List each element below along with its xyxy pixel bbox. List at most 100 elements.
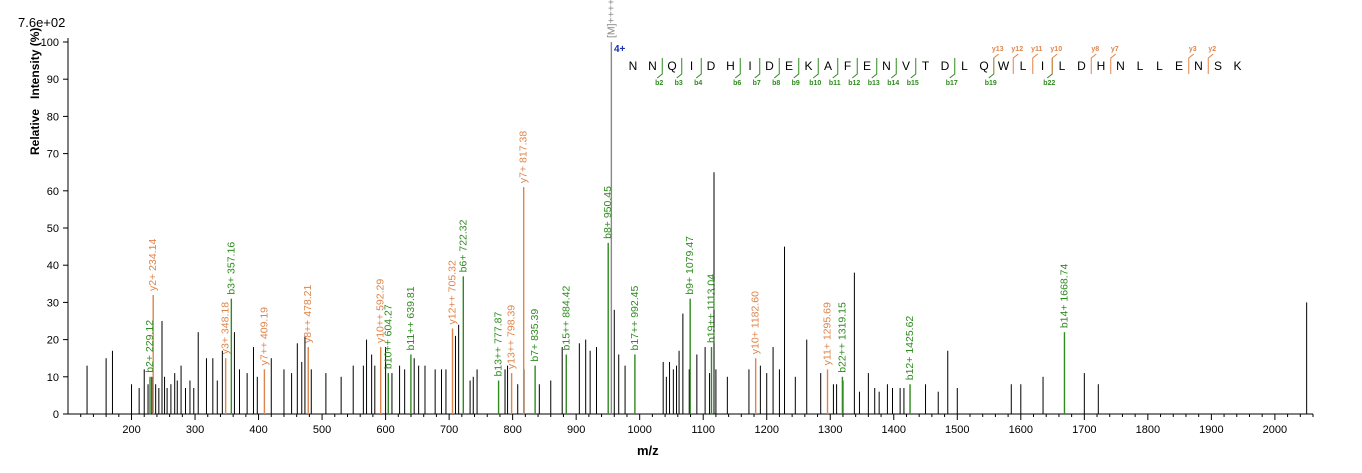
y-tick-label: 20 <box>47 335 59 347</box>
peak-label: y10+ 1182.60 <box>750 291 762 354</box>
sequence-residue: L <box>1137 59 1144 73</box>
b-ion-bracket <box>910 58 917 79</box>
b-ion-bracket <box>812 58 819 79</box>
x-tick-label: 1700 <box>1072 424 1096 436</box>
b-ion-mark-label: b14 <box>887 80 899 87</box>
sequence-residue: K <box>1233 59 1241 73</box>
b-ion-mark-label: b22 <box>1043 80 1055 87</box>
b-ion-mark-label: b11 <box>829 80 841 87</box>
peak-label: b15++ 884.42 <box>560 286 572 351</box>
sequence-residue: D <box>765 59 774 73</box>
sequence-residue: I <box>690 59 693 73</box>
peak-label: y12++ 705.32 <box>447 260 459 324</box>
y-tick-label: 0 <box>53 409 59 421</box>
b-ion-mark-label: b9 <box>792 80 800 87</box>
sequence-residue: N <box>1116 59 1125 73</box>
b-ion-mark-label: b7 <box>753 80 761 87</box>
peak-label: b6+ 722.32 <box>457 219 469 272</box>
axes-group: 0 10 20 30 40 50 60 70 80 90 100 200 300 400 500 600 700… <box>41 37 1314 436</box>
sequence-residue: Q <box>667 59 676 73</box>
b-ion-bracket <box>656 58 663 79</box>
b-ion-bracket <box>676 58 683 79</box>
y-tick-label: 100 <box>41 37 59 49</box>
sequence-residue: D <box>1077 59 1086 73</box>
b-ion-mark-label: b2 <box>655 80 663 87</box>
peak-label: y11+ 1295.69 <box>822 302 834 365</box>
x-tick-label: 800 <box>503 424 521 436</box>
x-tick-label: 1600 <box>1009 424 1033 436</box>
y-ion-mark-label: y11 <box>1031 46 1042 53</box>
peak-label: b17++ 992.45 <box>629 286 641 351</box>
sequence-residue: Q <box>979 59 988 73</box>
y-tick-label: 50 <box>47 223 59 235</box>
x-tick-label: 300 <box>186 424 204 436</box>
peak-label: b10++ 604.27 <box>382 304 394 369</box>
x-tick-label: 1500 <box>945 424 969 436</box>
b-ion-bracket <box>988 58 995 79</box>
y-tick-label: 10 <box>47 372 59 384</box>
b-ion-bracket <box>734 58 741 79</box>
y-ion-bracket <box>1110 53 1117 74</box>
sequence-panel: 4+N N Q I D H I D E K A F E N V T D L Q W L I L D H N L L E N S Kb2 b3 b4… <box>614 44 1242 87</box>
b-ion-mark-label: b13 <box>868 80 880 87</box>
sequence-residue: W <box>998 59 1010 73</box>
peak-label: b22++ 1319.15 <box>836 302 848 373</box>
x-tick-label: 1100 <box>691 424 715 436</box>
peak-label: b12+ 1425.62 <box>904 316 916 381</box>
b-ion-bracket <box>949 58 956 79</box>
b-ion-mark-label: b17 <box>946 80 958 87</box>
b-ion-bracket <box>832 58 839 79</box>
sequence-residue: N <box>629 59 638 73</box>
sequence-residue: T <box>922 59 930 73</box>
peak-label: b2+ 229.12 <box>144 320 156 373</box>
y-ion-mark-label: y13 <box>992 46 1004 53</box>
x-tick-label: 1800 <box>1136 424 1160 436</box>
b-ion-mark-label: b3 <box>675 80 683 87</box>
peak-label: [M]++++ 955.4 <box>605 0 617 38</box>
y-tick-label: 90 <box>47 74 59 86</box>
x-tick-label: 1200 <box>754 424 778 436</box>
peak-label: b14+ 1668.74 <box>1058 263 1070 328</box>
x-tick-label: 1000 <box>627 424 651 436</box>
sequence-residue: I <box>748 59 751 73</box>
intensity-scale-label: 7.6e+02 <box>18 15 66 30</box>
b-ion-bracket <box>871 58 878 79</box>
sequence-residue: D <box>707 59 716 73</box>
b-ion-mark-label: b12 <box>848 80 860 87</box>
sequence-residue: D <box>941 59 950 73</box>
b-ion-mark-label: b6 <box>733 80 741 87</box>
peak-labels-group: b2+ 229.12 y2+ 234.14 y3+ 348.18 b3+ 357.16… <box>144 0 1070 380</box>
peak-label: b11++ 639.81 <box>405 286 417 350</box>
sequence-residue: N <box>882 59 891 73</box>
b-ion-bracket <box>695 58 702 79</box>
peak-label: b7+ 835.39 <box>529 309 541 362</box>
y-tick-label: 80 <box>47 111 59 123</box>
sequence-residue: F <box>844 59 851 73</box>
y-ion-bracket <box>1051 53 1058 74</box>
y-ion-bracket <box>1012 53 1019 74</box>
x-tick-label: 1900 <box>1199 424 1223 436</box>
b-ion-bracket <box>754 58 761 79</box>
y-ion-mark-label: y3 <box>1189 46 1197 53</box>
sequence-residue: K <box>804 59 812 73</box>
charge-state: 4+ <box>614 44 626 55</box>
b-ion-bracket <box>890 58 897 79</box>
b-ion-bracket <box>1046 58 1053 79</box>
x-tick-label: 700 <box>440 424 458 436</box>
y-ion-mark-label: y8 <box>1091 46 1099 53</box>
x-axis-label: m/z <box>637 443 659 458</box>
y-tick-label: 60 <box>47 186 59 198</box>
b-ion-mark-label: b15 <box>907 80 919 87</box>
peak-label: b9+ 1079.47 <box>684 236 696 295</box>
b-ion-mark-label: b4 <box>694 80 702 87</box>
peak-label: b8+ 950.45 <box>602 186 614 239</box>
b-ion-mark-label: b10 <box>809 80 821 87</box>
b-ion-bracket <box>773 58 780 79</box>
peak-label: b3+ 357.16 <box>225 242 237 295</box>
sequence-residue: E <box>785 59 793 73</box>
y-tick-label: 40 <box>47 260 59 272</box>
x-tick-label: 1400 <box>882 424 906 436</box>
x-tick-label: 400 <box>249 424 267 436</box>
sequence-residue: E <box>863 59 871 73</box>
